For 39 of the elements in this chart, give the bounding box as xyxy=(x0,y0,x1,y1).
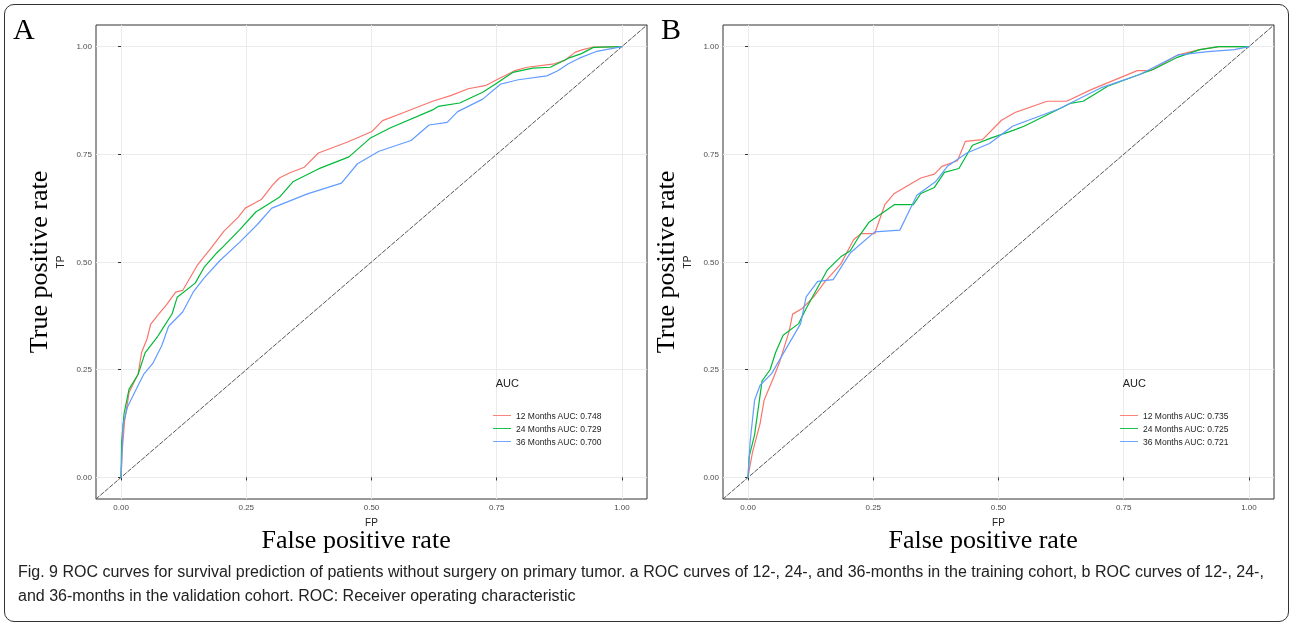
y-tick-label: 0.75 xyxy=(76,149,93,159)
x-tick-label: 1.00 xyxy=(1241,502,1258,512)
y-tick-label: 0.00 xyxy=(76,472,93,482)
x-tick-label: 0.50 xyxy=(363,502,380,512)
text: True positive rate xyxy=(650,170,680,354)
line-series xyxy=(120,45,623,479)
y-tick-label: 0.50 xyxy=(76,257,93,267)
x-axis-title: FP xyxy=(992,516,1006,528)
legend-title: AUC xyxy=(1122,376,1147,389)
legend-label: 36 Months AUC: 0.700 xyxy=(516,436,602,447)
caption: Fig. 9 ROC curves for survival prediction of patients without surgery on primary tumor. a ROC curves of 12-, 24-, and 36-months in the training cohort, b ROC curves of 12-, 24-, and 36-months in the validation cohort. ROC: Receiver operating characteristic xyxy=(18,562,1265,606)
y-axis-title: TP xyxy=(682,255,694,269)
x-axis-title: FP xyxy=(365,516,379,528)
text: True positive rate xyxy=(23,170,53,354)
x-tick-label: 0.25 xyxy=(238,502,255,512)
legend-label: 12 Months AUC: 0.748 xyxy=(516,410,602,421)
y-axis-title: TP xyxy=(55,255,67,269)
y-tick-label: 1.00 xyxy=(703,42,720,52)
x-tick-label: 0.75 xyxy=(488,502,506,512)
y-tick-label: 0.25 xyxy=(76,365,93,375)
y-tick-label: 0.25 xyxy=(703,365,720,375)
y-tick-label: 0.75 xyxy=(703,149,720,159)
chart-title: A xyxy=(13,11,35,45)
y-tick-label: 0.50 xyxy=(703,257,720,267)
legend-label: 36 Months AUC: 0.721 xyxy=(1143,436,1229,447)
line-series xyxy=(747,45,1250,479)
x-tick-label: 0.00 xyxy=(740,502,757,512)
y-tick-label: 1.00 xyxy=(76,42,93,52)
x-tick-label: 0.75 xyxy=(1115,502,1133,512)
legend-label: 12 Months AUC: 0.735 xyxy=(1143,410,1229,421)
chart-title: B xyxy=(661,11,682,45)
legend-title: AUC xyxy=(495,376,520,389)
x-tick-label: 0.25 xyxy=(865,502,882,512)
x-tick-label: 1.00 xyxy=(614,502,631,512)
x-tick-label: 0.00 xyxy=(113,502,130,512)
x-tick-label: 0.50 xyxy=(990,502,1007,512)
legend-label: 24 Months AUC: 0.725 xyxy=(1143,423,1229,434)
legend-label: 24 Months AUC: 0.729 xyxy=(516,423,602,434)
y-tick-label: 0.00 xyxy=(703,472,720,482)
